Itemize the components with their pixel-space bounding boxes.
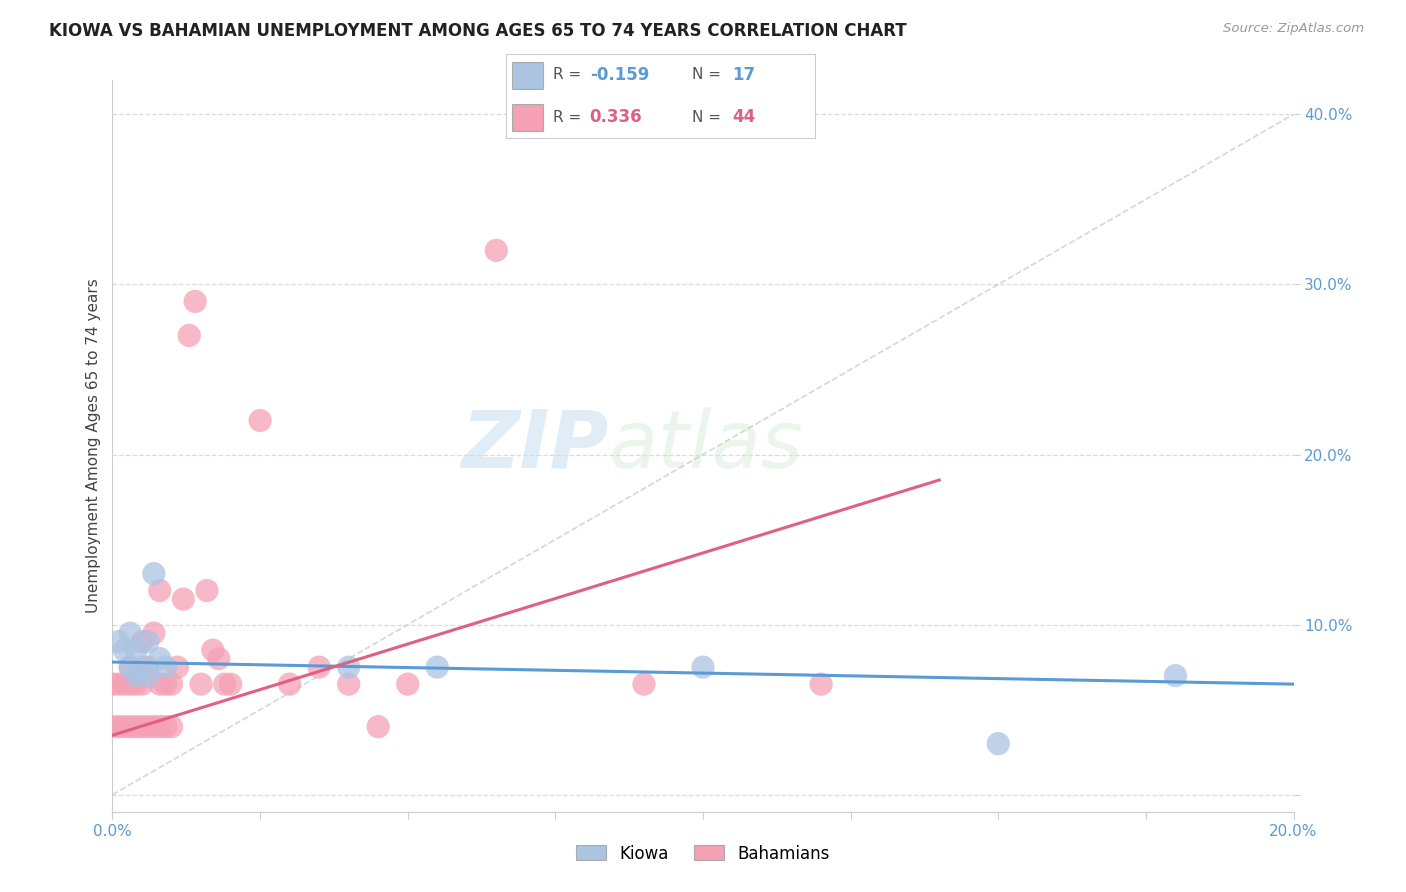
Text: ZIP: ZIP (461, 407, 609, 485)
Point (987, 737, 1010, 751)
Point (107, 720, 129, 734)
Point (155, 660, 177, 674)
Point (249, 413, 271, 427)
Text: atlas: atlas (609, 407, 803, 485)
Point (179, 328, 201, 343)
FancyBboxPatch shape (512, 62, 543, 89)
Point (155, 720, 177, 734)
Point (112, 643, 135, 657)
Legend: Kiowa, Bahamians: Kiowa, Bahamians (569, 838, 837, 869)
Point (367, 720, 389, 734)
Point (142, 720, 165, 734)
Point (190, 677, 212, 691)
Point (120, 626, 142, 640)
Point (160, 720, 183, 734)
Text: Source: ZipAtlas.com: Source: ZipAtlas.com (1223, 22, 1364, 36)
Point (131, 634, 153, 648)
Point (107, 677, 129, 691)
Point (201, 643, 224, 657)
Point (208, 651, 231, 665)
Point (149, 677, 172, 691)
Point (107, 634, 129, 648)
Text: -0.159: -0.159 (589, 66, 650, 84)
Point (692, 660, 714, 674)
Point (142, 566, 165, 581)
Point (125, 643, 148, 657)
FancyBboxPatch shape (512, 104, 543, 131)
Text: R =: R = (553, 67, 581, 82)
Point (1164, 668, 1187, 682)
Point (136, 634, 159, 648)
Point (810, 677, 832, 691)
Point (155, 677, 177, 691)
Text: KIOWA VS BAHAMIAN UNEMPLOYMENT AMONG AGES 65 TO 74 YEARS CORRELATION CHART: KIOWA VS BAHAMIAN UNEMPLOYMENT AMONG AGE… (49, 22, 907, 40)
Point (172, 592, 194, 607)
Point (149, 651, 172, 665)
Point (136, 660, 159, 674)
Point (219, 677, 242, 691)
Point (120, 677, 142, 691)
Point (308, 660, 330, 674)
Text: 17: 17 (733, 66, 755, 84)
Point (337, 677, 360, 691)
Point (160, 677, 183, 691)
Point (120, 660, 142, 674)
Point (136, 668, 159, 682)
Point (149, 583, 172, 598)
Point (485, 244, 508, 258)
Point (184, 294, 207, 309)
Point (426, 660, 449, 674)
Point (396, 677, 419, 691)
Point (125, 720, 148, 734)
Text: 44: 44 (733, 108, 755, 126)
Point (101, 720, 124, 734)
Point (337, 660, 360, 674)
Text: N =: N = (692, 67, 721, 82)
Point (101, 677, 124, 691)
Point (125, 668, 148, 682)
Point (142, 626, 165, 640)
Point (131, 677, 153, 691)
Point (131, 720, 153, 734)
Point (136, 720, 159, 734)
Point (278, 677, 301, 691)
Point (125, 677, 148, 691)
Point (112, 720, 135, 734)
Point (166, 660, 188, 674)
Text: R =: R = (553, 110, 581, 125)
Y-axis label: Unemployment Among Ages 65 to 74 years: Unemployment Among Ages 65 to 74 years (86, 278, 101, 614)
Point (149, 720, 172, 734)
Point (633, 677, 655, 691)
Text: N =: N = (692, 110, 721, 125)
Point (120, 660, 142, 674)
Point (195, 583, 218, 598)
Point (112, 677, 135, 691)
Point (120, 720, 142, 734)
Point (214, 677, 236, 691)
Text: 0.336: 0.336 (589, 108, 643, 126)
Point (131, 660, 153, 674)
